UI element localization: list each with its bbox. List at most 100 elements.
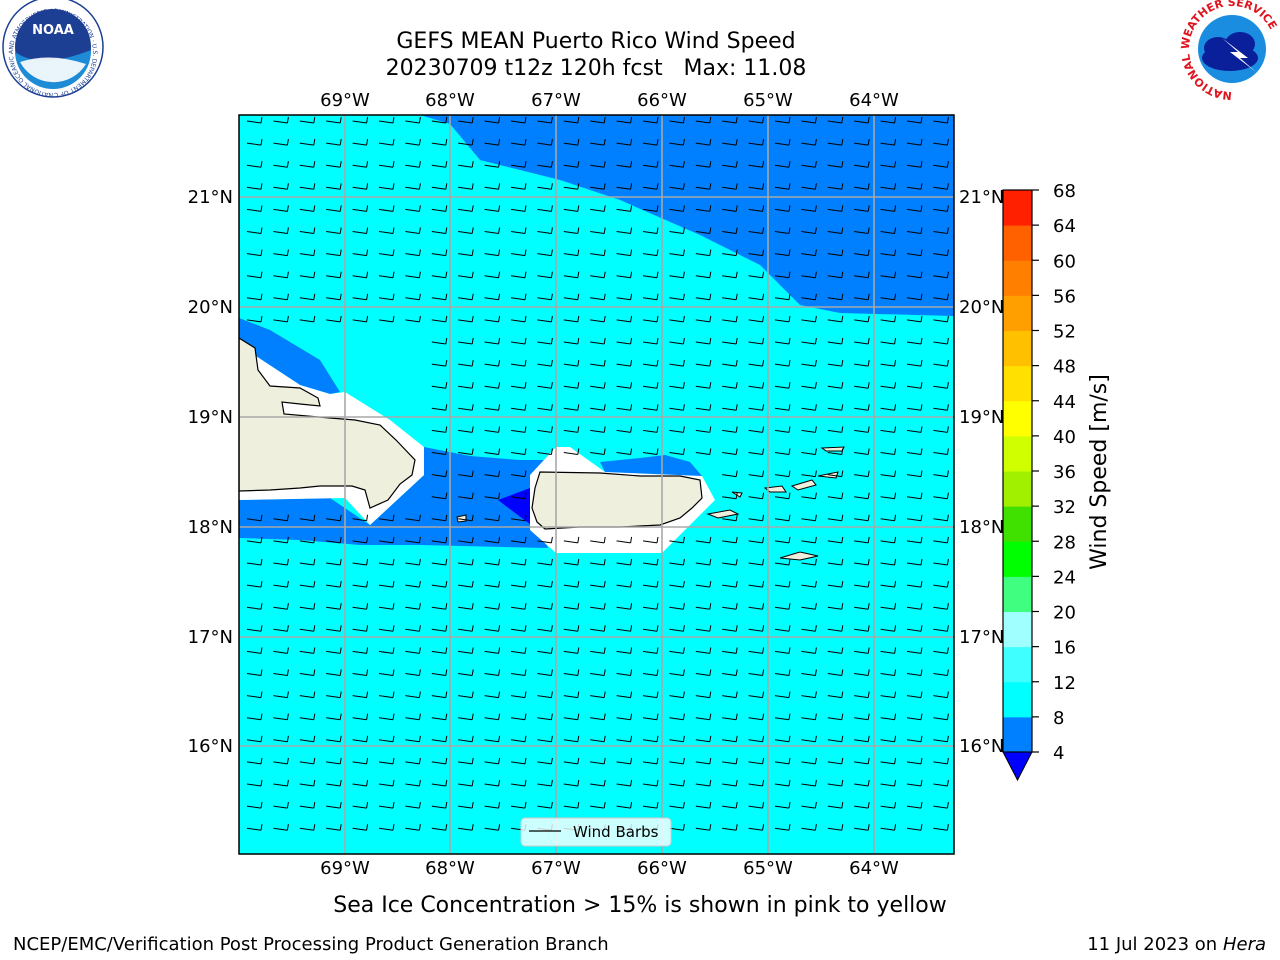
wind-barb bbox=[669, 382, 685, 389]
wind-barb bbox=[669, 404, 685, 411]
wind-barb bbox=[722, 779, 738, 787]
wind-barb bbox=[431, 426, 448, 433]
wind-barb bbox=[299, 581, 316, 588]
island-mona bbox=[456, 514, 467, 523]
sea-ice-note: Sea Ice Concentration > 15% is shown in … bbox=[333, 893, 947, 918]
wind-barb bbox=[405, 757, 421, 765]
wind-barb bbox=[827, 802, 844, 809]
wind-barb bbox=[695, 536, 712, 544]
footer-date: 11 Jul 2023 on Hera bbox=[1087, 934, 1266, 955]
wind-barb bbox=[880, 779, 897, 787]
ocean-min-patch bbox=[498, 488, 531, 525]
wind-barb bbox=[722, 625, 738, 632]
wind-barb bbox=[352, 691, 369, 699]
wind-barb bbox=[801, 183, 817, 190]
wind-barb bbox=[352, 139, 369, 146]
wind-barb bbox=[484, 227, 501, 234]
wind-barb bbox=[695, 116, 712, 124]
wind-barb bbox=[405, 514, 421, 522]
wind-barb bbox=[642, 603, 659, 610]
colorbar-swatch bbox=[1003, 225, 1032, 261]
wind-barb bbox=[906, 360, 923, 367]
wind-barb bbox=[537, 404, 553, 411]
wind-barb bbox=[563, 337, 580, 345]
wind-barb bbox=[748, 249, 765, 257]
wind-barb bbox=[273, 824, 289, 831]
wind-barb bbox=[273, 205, 289, 212]
colorbar-tick-label: 24 bbox=[1053, 567, 1076, 588]
wind-barb bbox=[827, 293, 844, 301]
wind-barb bbox=[352, 249, 369, 257]
wind-barb bbox=[854, 647, 870, 654]
wind-barb bbox=[510, 448, 527, 455]
wind-barb bbox=[695, 824, 712, 831]
wind-barb bbox=[590, 757, 606, 765]
wind-barb bbox=[933, 558, 949, 566]
wind-barb bbox=[801, 360, 817, 367]
wind-barb bbox=[484, 779, 501, 787]
wind-barb bbox=[933, 647, 949, 654]
wind-barb bbox=[748, 558, 765, 566]
wind-barb bbox=[880, 603, 897, 610]
wind-barb bbox=[748, 669, 765, 676]
wind-barb bbox=[669, 581, 685, 588]
wind-barb bbox=[722, 293, 738, 301]
wind-barb bbox=[827, 183, 844, 190]
lon-label-bottom: 69°W bbox=[320, 858, 370, 879]
wind-barb bbox=[510, 735, 527, 743]
wind-barb bbox=[458, 603, 474, 610]
colorbar-swatch bbox=[1003, 260, 1032, 296]
wind-barb bbox=[827, 448, 844, 455]
wind-barb bbox=[933, 116, 949, 124]
wind-barb bbox=[906, 669, 923, 676]
wind-barb bbox=[246, 116, 263, 124]
wind-barb bbox=[748, 382, 765, 389]
wind-barb bbox=[299, 271, 316, 279]
wind-barb bbox=[484, 183, 501, 190]
wind-barb bbox=[880, 757, 897, 765]
wind-barb bbox=[246, 802, 263, 809]
wind-barb bbox=[563, 448, 580, 455]
wind-barb bbox=[722, 802, 738, 809]
wind-barb bbox=[246, 581, 263, 588]
wind-barb bbox=[378, 536, 395, 544]
wind-barb bbox=[695, 647, 712, 654]
wind-barb bbox=[326, 116, 342, 124]
wind-barb bbox=[774, 735, 791, 743]
wind-barb bbox=[431, 824, 448, 831]
wind-barb-legend: Wind Barbs bbox=[520, 817, 672, 847]
wind-barb bbox=[774, 116, 791, 124]
wind-barb bbox=[352, 227, 369, 234]
wind-barb bbox=[827, 315, 844, 323]
wind-barb bbox=[854, 669, 870, 676]
wind-barb bbox=[458, 227, 474, 234]
wind-barb bbox=[405, 669, 421, 676]
wind-barb bbox=[669, 448, 685, 455]
wind-barb bbox=[431, 713, 448, 721]
wind-barb bbox=[537, 315, 553, 323]
wind-barb bbox=[854, 779, 870, 787]
wind-barb bbox=[722, 492, 738, 500]
wind-barb bbox=[352, 735, 369, 743]
wind-barb bbox=[880, 581, 897, 588]
wind-barb bbox=[431, 647, 448, 654]
wind-barb bbox=[590, 227, 606, 234]
wind-barb bbox=[537, 227, 553, 234]
wind-barb bbox=[246, 205, 263, 212]
wind-barb bbox=[484, 470, 501, 478]
wind-barb bbox=[722, 669, 738, 676]
wind-barb bbox=[590, 448, 606, 455]
wind-barb bbox=[326, 757, 342, 765]
wind-barb bbox=[774, 382, 791, 389]
wind-barb bbox=[669, 426, 685, 433]
wind-barb bbox=[563, 382, 580, 389]
wind-barb bbox=[774, 139, 791, 146]
wind-barb bbox=[458, 139, 474, 146]
wind-barb bbox=[458, 735, 474, 743]
wind-barb bbox=[378, 161, 395, 168]
wind-barb bbox=[854, 249, 870, 257]
land-hispaniola bbox=[239, 337, 416, 509]
wind-barb bbox=[273, 691, 289, 699]
wind-barb bbox=[642, 205, 659, 212]
wind-barb bbox=[748, 802, 765, 809]
